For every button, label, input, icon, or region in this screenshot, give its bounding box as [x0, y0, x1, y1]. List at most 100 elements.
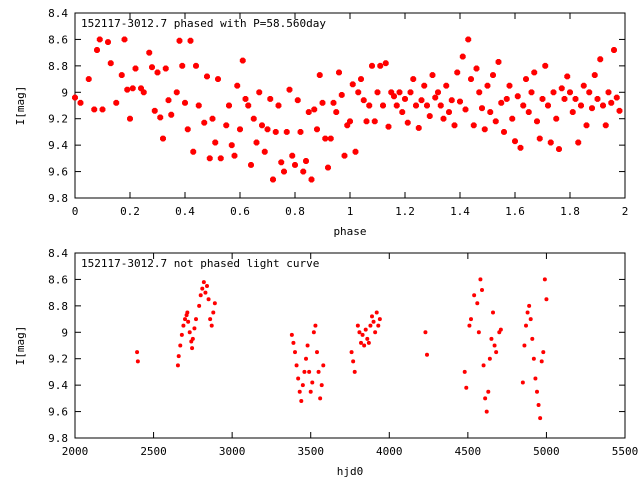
data-point: [135, 350, 140, 355]
data-point: [597, 56, 604, 63]
data-point: [200, 286, 205, 291]
data-point: [580, 82, 587, 89]
data-point: [178, 343, 183, 348]
data-point: [176, 37, 183, 44]
data-point: [175, 363, 180, 368]
data-point: [358, 76, 364, 83]
data-point: [206, 297, 211, 302]
data-point: [183, 317, 187, 322]
data-point: [289, 332, 294, 337]
data-point: [357, 330, 362, 335]
data-point: [94, 47, 100, 53]
data-point: [319, 99, 326, 106]
x-tick-label: 0: [72, 205, 79, 218]
x-tick-label: 4500: [455, 445, 482, 458]
plot-frame: [74, 252, 626, 439]
data-point: [473, 65, 480, 72]
data-point: [325, 164, 331, 171]
data-point: [470, 122, 477, 129]
y-tick-label: 9.6: [48, 166, 68, 179]
data-point: [197, 303, 202, 308]
data-point: [85, 76, 92, 83]
data-point: [226, 102, 232, 109]
data-point: [494, 350, 499, 355]
data-point: [547, 139, 554, 146]
data-point: [578, 102, 584, 109]
data-point: [193, 62, 199, 69]
data-point: [377, 62, 384, 69]
data-point: [368, 323, 373, 328]
data-point: [121, 36, 128, 43]
data-point: [363, 118, 370, 125]
data-point: [575, 139, 582, 146]
data-point: [248, 162, 254, 168]
data-point: [168, 111, 175, 118]
data-point: [311, 330, 316, 335]
data-point: [528, 317, 533, 322]
chart-title: 152117-3012.7 not phased light curve: [81, 257, 319, 270]
data-point: [160, 135, 166, 142]
data-point: [209, 115, 216, 122]
data-point: [272, 128, 279, 135]
data-point: [522, 343, 527, 348]
data-point: [118, 72, 125, 79]
data-point: [127, 115, 133, 122]
data-point: [404, 119, 411, 126]
data-point: [140, 89, 147, 96]
data-point: [305, 109, 312, 116]
data-point: [399, 109, 406, 116]
data-point: [476, 330, 481, 335]
data-point: [187, 37, 194, 44]
data-point: [304, 356, 308, 361]
data-point: [605, 89, 612, 96]
data-point: [531, 69, 538, 76]
data-point: [149, 64, 155, 71]
x-tick-label: 0.2: [120, 205, 140, 218]
data-point: [195, 102, 202, 109]
data-point: [190, 346, 195, 351]
data-point: [206, 155, 213, 162]
data-point: [338, 91, 345, 98]
data-point: [314, 126, 320, 133]
data-point: [407, 89, 414, 96]
data-point: [211, 310, 216, 315]
data-point: [421, 82, 428, 89]
data-point: [370, 314, 374, 319]
data-point: [315, 350, 319, 355]
data-point: [520, 102, 527, 109]
data-point: [536, 135, 543, 142]
data-point: [373, 330, 378, 335]
data-point: [261, 148, 268, 155]
data-point: [132, 65, 139, 72]
data-point: [234, 82, 241, 89]
data-point: [589, 105, 595, 112]
data-point: [369, 62, 375, 69]
data-point: [311, 106, 318, 113]
data-point: [437, 102, 444, 109]
data-point: [267, 95, 274, 102]
data-point: [520, 380, 525, 385]
data-point: [492, 118, 499, 125]
data-point: [322, 135, 329, 142]
data-point: [146, 49, 153, 56]
data-point: [176, 354, 181, 359]
data-point: [310, 380, 315, 385]
data-point: [413, 102, 419, 109]
data-point: [567, 89, 573, 96]
data-point: [484, 82, 491, 89]
data-point: [228, 142, 235, 149]
x-tick-label: 1.8: [560, 205, 580, 218]
data-point: [561, 95, 568, 102]
data-point: [480, 288, 484, 292]
data-point: [462, 369, 467, 374]
data-point: [181, 323, 186, 328]
data-point: [501, 128, 507, 135]
data-point: [186, 319, 191, 324]
data-point: [534, 118, 540, 125]
data-point: [151, 107, 158, 114]
data-point: [239, 57, 246, 64]
data-point: [359, 340, 363, 345]
data-point: [462, 106, 469, 113]
y-tick-label: 9.8: [48, 192, 68, 205]
